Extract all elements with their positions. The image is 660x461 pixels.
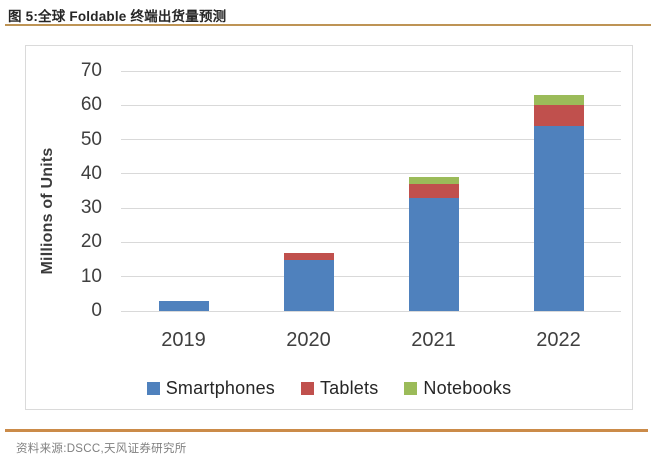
bar-segment-smartphones-2019 <box>158 300 209 311</box>
x-axis-label-2020: 2020 <box>286 329 331 351</box>
bar-segment-tablets-2021 <box>408 184 459 198</box>
source-note: 资料来源:DSCC,天风证券研究所 <box>16 443 187 455</box>
bar-column-2020 <box>283 252 334 311</box>
bar-segment-tablets-2022 <box>533 105 584 126</box>
gridline-50 <box>121 139 621 141</box>
y-tick-label-30: 30 <box>80 197 102 219</box>
bar-column-2019 <box>158 300 209 311</box>
y-tick-label-20: 20 <box>80 231 102 253</box>
gridline-70 <box>121 70 621 72</box>
gridline-30 <box>121 207 621 209</box>
y-tick-label-10: 10 <box>80 265 102 287</box>
gridline-40 <box>121 173 621 175</box>
gridline-20 <box>121 241 621 243</box>
bar-column-2021 <box>408 177 459 311</box>
x-axis-label-2022: 2022 <box>536 329 581 351</box>
x-axis-labels: 2019 2020 2021 2022 <box>121 329 621 352</box>
y-tick-label-70: 70 <box>80 60 102 81</box>
bar-segment-smartphones-2021 <box>408 197 459 311</box>
bar-segment-tablets-2020 <box>283 252 334 260</box>
y-tick-label-60: 60 <box>80 94 102 116</box>
legend-swatch-notebooks <box>404 382 418 395</box>
legend-swatch-smartphones <box>146 382 160 395</box>
figure-title: 图 5:全球 Foldable 终端出货量预测 <box>8 9 227 24</box>
y-tick-label-0: 0 <box>91 300 102 321</box>
y-tick-label-50: 50 <box>80 128 102 150</box>
bar-segment-notebooks-2022 <box>533 95 584 106</box>
legend-label-notebooks: Notebooks <box>423 378 512 398</box>
chart-legend: Smartphones Tablets Notebooks <box>26 378 632 399</box>
y-tick-label-40: 40 <box>80 162 102 184</box>
legend-label-tablets: Tablets <box>319 378 379 398</box>
x-axis-label-2021: 2021 <box>411 329 456 351</box>
bar-segment-smartphones-2022 <box>533 125 584 311</box>
bar-segment-smartphones-2020 <box>283 259 334 311</box>
bar-column-2022 <box>533 95 584 311</box>
x-axis-label-2019: 2019 <box>161 329 206 351</box>
legend-item-tablets: Tablets <box>300 378 379 399</box>
legend-label-smartphones: Smartphones <box>165 378 275 398</box>
legend-item-notebooks: Notebooks <box>404 378 511 399</box>
gridline-10 <box>121 276 621 278</box>
y-axis-ticks: 0 10 20 30 40 50 60 70 <box>54 60 102 321</box>
footer-divider-rule <box>5 429 648 432</box>
chart-frame: Millions of Units 0 10 20 30 40 50 60 70 2019 20… <box>25 45 633 410</box>
gridline-0 <box>121 310 621 312</box>
legend-swatch-tablets <box>300 382 314 395</box>
gridline-60 <box>121 104 621 106</box>
plot-area <box>121 70 621 312</box>
bar-segment-notebooks-2021 <box>408 177 459 185</box>
legend-item-smartphones: Smartphones <box>146 378 275 399</box>
title-divider-rule <box>5 24 651 27</box>
